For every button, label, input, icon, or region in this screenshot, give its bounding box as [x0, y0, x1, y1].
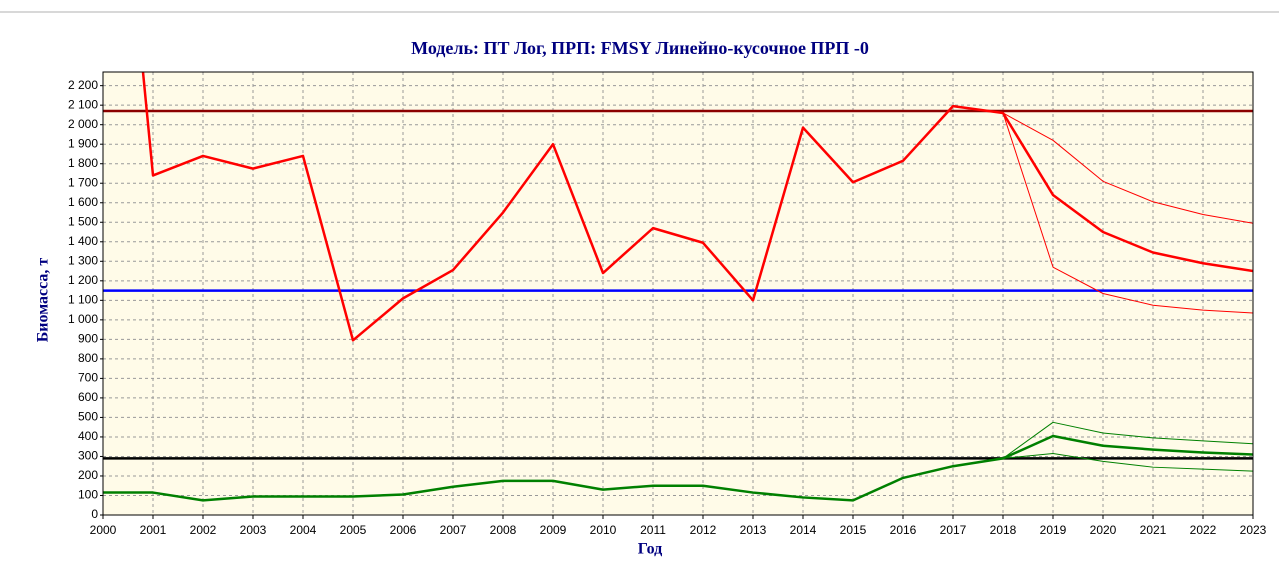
x-tick-label: 2014 [790, 523, 817, 537]
y-tick-label: 500 [78, 410, 98, 424]
chart-title: Модель: ПТ Лог, ПРП: FMSY Линейно-кусочн… [411, 38, 869, 58]
x-tick-label: 2003 [240, 523, 267, 537]
x-tick-label: 2017 [940, 523, 967, 537]
x-tick-label: 2013 [740, 523, 767, 537]
x-tick-label: 2010 [590, 523, 617, 537]
y-tick-label: 1 100 [68, 293, 98, 307]
y-tick-label: 2 000 [68, 117, 98, 131]
series-line [141, 72, 1253, 342]
y-tick-label: 300 [78, 449, 98, 463]
x-tick-label: 2000 [90, 523, 117, 537]
x-tick-label: 2018 [990, 523, 1017, 537]
plot-lines [103, 72, 1253, 502]
y-tick-label: 2 100 [68, 97, 98, 111]
y-tick-label: 400 [78, 429, 98, 443]
x-tick-label: 2001 [140, 523, 167, 537]
plot-border [102, 71, 1254, 516]
x-tick-label: 2009 [540, 523, 567, 537]
x-tick-label: 2020 [1090, 523, 1117, 537]
y-tick-label: 1 900 [68, 136, 98, 150]
x-tick-label: 2012 [690, 523, 717, 537]
y-tick-label: 1 500 [68, 214, 98, 228]
y-tick-label: 0 [91, 507, 98, 521]
plot-background [103, 72, 1253, 515]
x-tick-label: 2019 [1040, 523, 1067, 537]
y-tick-label: 900 [78, 332, 98, 346]
x-tick-label: 2006 [390, 523, 417, 537]
x-tick-label: 2011 [640, 523, 666, 537]
y-tick-label: 600 [78, 390, 98, 404]
y-tick-label: 200 [78, 468, 98, 482]
y-tick-label: 1 400 [68, 234, 98, 248]
y-tick-label: 700 [78, 371, 98, 385]
x-tick-label: 2022 [1190, 523, 1217, 537]
y-tick-label: 1 700 [68, 175, 98, 189]
y-tick-label: 1 200 [68, 273, 98, 287]
y-axis-label: Биомасса, т [35, 258, 52, 343]
x-tick-label: 2002 [190, 523, 217, 537]
series-line [1002, 112, 1253, 224]
series-line [103, 434, 1253, 502]
y-tick-label: 1 600 [68, 195, 98, 209]
y-tick-label: 800 [78, 351, 98, 365]
x-tick-label: 2021 [1140, 523, 1167, 537]
series-line [1002, 421, 1253, 459]
x-tick-label: 2008 [490, 523, 517, 537]
x-tick-label: 2016 [890, 523, 917, 537]
x-tick-label: 2007 [440, 523, 467, 537]
x-axis-label: Год [638, 541, 662, 558]
y-tick-label: 2 200 [68, 78, 98, 92]
series-line [1002, 453, 1253, 472]
x-tick-label: 2005 [340, 523, 367, 537]
y-tick-label: 1 000 [68, 312, 98, 326]
x-tick-label: 2004 [290, 523, 317, 537]
y-tick-label: 100 [78, 488, 98, 502]
y-tick-label: 1 300 [68, 253, 98, 267]
x-tick-label: 2023 [1240, 523, 1267, 537]
series-line [1002, 112, 1253, 314]
y-tick-label: 1 800 [68, 156, 98, 170]
x-tick-label: 2015 [840, 523, 867, 537]
